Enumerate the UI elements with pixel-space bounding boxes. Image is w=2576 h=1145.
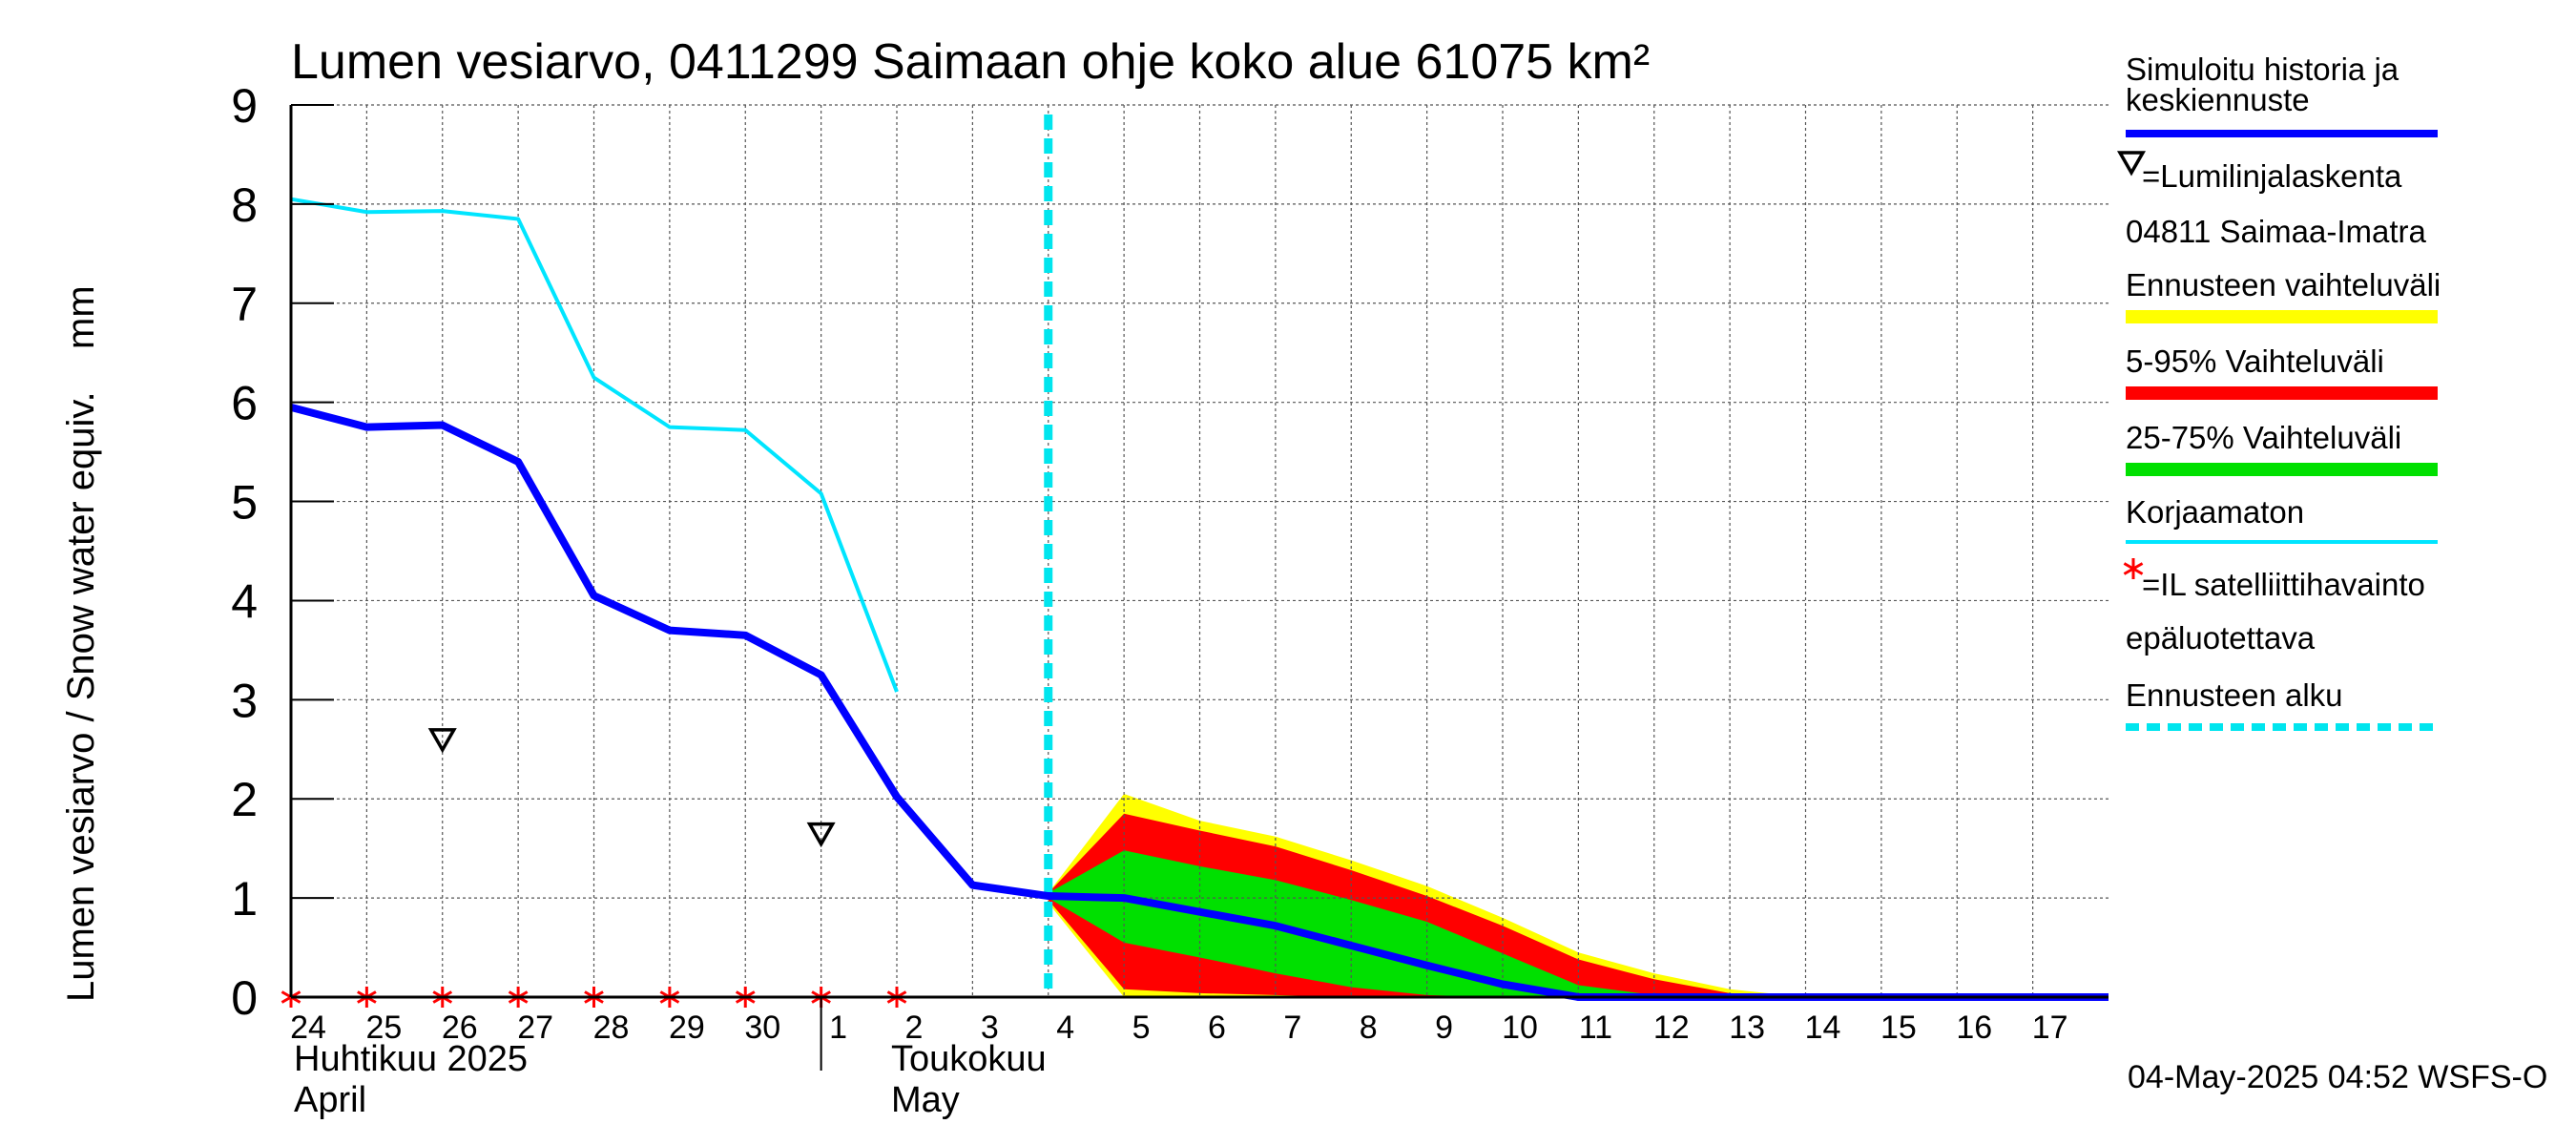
y-tick-label: 1 bbox=[231, 872, 258, 926]
x-tick-label: 1 bbox=[829, 1010, 847, 1046]
x-tick-label: 6 bbox=[1208, 1010, 1226, 1046]
y-axis-label: Lumen vesiarvo / Snow water equiv. mm bbox=[60, 285, 102, 1002]
x-tick-label: 10 bbox=[1502, 1010, 1538, 1046]
axes bbox=[289, 104, 2109, 1071]
x-tick-label: 15 bbox=[1880, 1010, 1917, 1046]
legend-label-satellite: =IL satelliittihavainto bbox=[2142, 567, 2425, 602]
legend-label-simulated: Simuloitu historia ja bbox=[2126, 52, 2399, 87]
x-tick-label: 16 bbox=[1956, 1010, 1992, 1046]
legend-label-snowline: =Lumilinjalaskenta bbox=[2142, 158, 2402, 194]
month-label: Toukokuu bbox=[891, 1039, 1047, 1079]
x-tick-label: 29 bbox=[669, 1010, 705, 1046]
footer-timestamp: 04-May-2025 04:52 WSFS-O bbox=[2128, 1059, 2547, 1095]
snowline-marker bbox=[427, 728, 457, 754]
legend-label-uncorrected: Korjaamaton bbox=[2126, 494, 2304, 530]
chart-title: Lumen vesiarvo, 0411299 Saimaan ohje kok… bbox=[291, 34, 1650, 90]
y-tick-label: 6 bbox=[231, 377, 258, 430]
y-tick-label: 0 bbox=[231, 971, 258, 1025]
legend-label-25-75: 25-75% Vaihteluväli bbox=[2126, 420, 2401, 455]
x-tick-label: 17 bbox=[2032, 1010, 2068, 1046]
y-tick-label: 7 bbox=[231, 278, 258, 331]
legend-label-simulated-cont: keskiennuste bbox=[2126, 82, 2310, 117]
x-tick-label: 4 bbox=[1056, 1010, 1074, 1046]
x-tick-label: 5 bbox=[1132, 1010, 1151, 1046]
legend-label-forecast-range: Ennusteen vaihteluväli bbox=[2126, 267, 2441, 302]
legend-label-unreliable: epäluotettava bbox=[2126, 620, 2316, 656]
x-tick-label: 7 bbox=[1283, 1010, 1301, 1046]
x-tick-label: 28 bbox=[593, 1010, 630, 1046]
x-tick-label: 8 bbox=[1360, 1010, 1378, 1046]
legend-label-forecast-start: Ennusteen alku bbox=[2126, 677, 2343, 713]
y-tick-label: 8 bbox=[231, 178, 258, 232]
legend-satellite-icon bbox=[2123, 558, 2144, 579]
y-tick-label: 2 bbox=[231, 773, 258, 826]
legend-snowline-icon bbox=[2116, 151, 2147, 177]
x-tick-label: 14 bbox=[1805, 1010, 1841, 1046]
x-tick-label: 24 bbox=[290, 1010, 326, 1046]
x-tick-label: 12 bbox=[1653, 1010, 1690, 1046]
x-tick-label: 13 bbox=[1729, 1010, 1765, 1046]
x-tick-label: 30 bbox=[744, 1010, 780, 1046]
x-tick-label: 3 bbox=[981, 1010, 999, 1046]
legend-label-5-95: 5-95% Vaihteluväli bbox=[2126, 344, 2384, 379]
x-tick-label: 11 bbox=[1579, 1010, 1612, 1046]
x-tick-label: 25 bbox=[365, 1010, 402, 1046]
band-25-75 bbox=[1048, 850, 1731, 997]
x-tick-label: 27 bbox=[517, 1010, 553, 1046]
snowline-marker bbox=[806, 822, 836, 848]
x-tick-label: 9 bbox=[1435, 1010, 1453, 1046]
x-tick-label: 2 bbox=[905, 1010, 924, 1046]
y-tick-label: 3 bbox=[231, 674, 258, 727]
y-tick-label: 9 bbox=[231, 79, 258, 133]
y-tick-label: 5 bbox=[231, 476, 258, 530]
y-tick-label: 4 bbox=[231, 574, 258, 628]
month-label-en: May bbox=[891, 1080, 960, 1120]
grid-lines bbox=[291, 104, 2109, 997]
legend-label-station: 04811 Saimaa-Imatra bbox=[2126, 214, 2427, 249]
month-label: Huhtikuu 2025 bbox=[294, 1039, 528, 1079]
month-label-en: April bbox=[294, 1080, 366, 1120]
series-line-uncorrected bbox=[290, 197, 899, 693]
x-tick-label: 26 bbox=[442, 1010, 478, 1046]
